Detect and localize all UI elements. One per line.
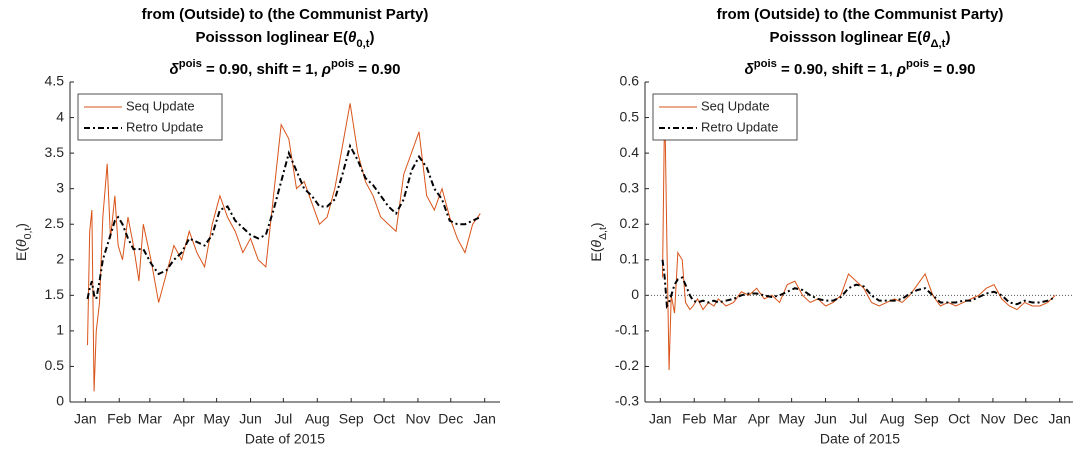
y-tick-label: 0.1 [620,250,640,266]
x-tick-label: May [778,411,804,427]
data-line [661,259,1056,310]
legend-label: Seq Update [126,98,195,113]
y-tick-label: 0.6 [620,73,640,89]
chart-title: from (Outside) to (the Communist Party) [142,6,429,23]
legend-label: Retro Update [126,119,203,134]
x-tick-label: Jul [274,411,292,427]
chart-annotation-part: pois [754,58,777,70]
x-tick-label: Aug [880,411,905,427]
y-tick-label: 0.5 [620,108,640,124]
y-tick-label: 1 [56,322,64,338]
y-axis-label-part: E( [588,247,604,261]
chart-subtitle-part: θ [922,29,931,46]
x-tick-label: Sep [914,411,939,427]
subplot: from (Outside) to (the Communist Party) P… [13,6,500,447]
chart-subtitle-part: Poissson loglinear E( [195,29,348,46]
chart-subtitle: Poissson loglinear E(θ0,t) [195,29,374,50]
x-tick-label: Jan [1048,411,1071,427]
chart-subtitle: Poissson loglinear E(θΔ,t) [770,29,951,50]
x-tick-label: Oct [948,411,970,427]
chart-subtitle-part: Δ,t [930,38,945,50]
x-tick-label: Jan [473,411,496,427]
y-tick-label: 0.5 [45,357,65,373]
chart-subtitle-part: θ [348,29,357,46]
y-axis-label-part: ) [13,223,29,228]
y-tick-label: -0.1 [615,322,639,338]
legend-box [77,93,223,141]
subplot: from (Outside) to (the Communist Party) P… [588,6,1073,447]
x-axis-label: Date of 2015 [245,431,325,447]
chart-annotation-part: ρ [321,61,331,78]
chart-subtitle-part: Poissson loglinear E( [770,29,923,46]
y-tick-label: 2.5 [45,215,65,231]
chart-annotation-part: = 0.90, shift = 1, [777,61,897,78]
x-tick-label: Nov [980,411,1005,427]
x-tick-label: Apr [748,411,770,427]
y-axis-label-part: θ [588,240,604,248]
x-tick-label: Mar [713,411,737,427]
x-tick-label: Jul [849,411,867,427]
y-tick-label: 0.2 [620,215,640,231]
y-tick-label: 3.5 [45,144,65,160]
y-axis-label-part: ) [588,222,604,227]
x-axis-label: Date of 2015 [820,431,900,447]
y-axis-label-part: E( [13,247,29,261]
y-tick-label: 4 [56,108,64,124]
chart-annotation-part: δ [745,61,755,78]
y-tick-label: -0.3 [615,393,639,409]
x-tick-label: Dec [438,411,463,427]
data-line [86,143,481,302]
x-tick-label: Feb [682,411,706,427]
x-tick-label: Feb [107,411,131,427]
x-tick-label: May [203,411,229,427]
x-tick-label: Nov [405,411,430,427]
y-tick-label: 0 [631,286,639,302]
x-tick-label: Jun [239,411,262,427]
x-tick-label: Apr [173,411,195,427]
x-tick-label: Jan [649,411,672,427]
chart-annotation: δpois = 0.90, shift = 1, ρpois = 0.90 [170,58,401,78]
chart-title: from (Outside) to (the Communist Party) [717,6,1004,23]
data-line [87,103,481,392]
chart-annotation: δpois = 0.90, shift = 1, ρpois = 0.90 [745,58,976,78]
y-axis-label: E(θΔ,t) [588,222,609,261]
legend-label: Retro Update [701,119,778,134]
chart-annotation-part: pois [331,58,354,70]
chart-annotation-part: = 0.90 [354,61,400,78]
legend-label: Seq Update [701,98,770,113]
chart-annotation-part: = 0.90, shift = 1, [202,61,322,78]
data-line [662,99,1056,371]
y-tick-label: 1.5 [45,286,65,302]
chart-subtitle-part: 0,t [356,38,369,50]
chart-annotation-part: pois [906,58,929,70]
y-tick-label: 4.5 [45,73,65,89]
y-tick-label: 2 [56,250,64,266]
y-axis-label-part: Δ,t [597,227,609,240]
y-tick-label: 0 [56,393,64,409]
chart-subtitle-part: ) [945,29,950,46]
chart-annotation-part: δ [170,61,180,78]
chart-annotation-part: pois [179,58,202,70]
y-axis-label-part: θ [13,239,29,247]
y-tick-label: -0.2 [615,357,639,373]
x-tick-label: Aug [305,411,330,427]
chart-subtitle-part: ) [370,29,375,46]
chart-annotation-part: = 0.90 [929,61,975,78]
x-tick-label: Oct [373,411,395,427]
chart-annotation-part: ρ [896,61,906,78]
y-axis-label: E(θ0,t) [13,223,34,261]
y-tick-label: 0.4 [620,144,640,160]
y-tick-label: 3 [56,179,64,195]
x-tick-label: Jan [74,411,97,427]
x-tick-label: Jun [814,411,837,427]
x-tick-label: Sep [339,411,364,427]
y-tick-label: 0.3 [620,179,640,195]
y-axis-label-part: 0,t [22,228,34,240]
legend-box [652,93,798,141]
x-tick-label: Mar [138,411,162,427]
x-tick-label: Dec [1013,411,1038,427]
